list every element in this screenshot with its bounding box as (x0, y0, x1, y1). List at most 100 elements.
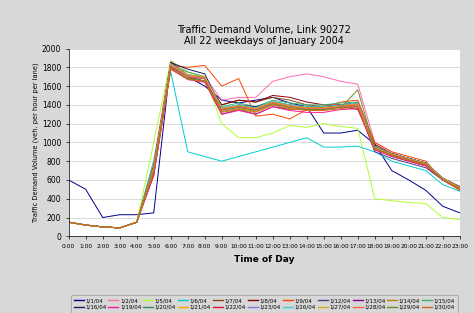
1/9/04 (66, 220, 72, 224)
1/23/04 (423, 162, 428, 166)
1/12/04 (202, 80, 208, 83)
1/20/04 (219, 108, 225, 111)
1/21/04 (423, 162, 428, 165)
1/28/04 (168, 64, 173, 67)
1/16/04 (185, 67, 191, 71)
1/19/04 (406, 159, 411, 163)
1/28/04 (321, 107, 327, 110)
1/29/04 (270, 102, 275, 106)
1/28/04 (236, 105, 242, 109)
1/5/04 (270, 131, 275, 135)
1/7/04 (185, 75, 191, 79)
1/16/04 (168, 61, 173, 64)
1/14/04 (202, 80, 208, 83)
1/6/04 (321, 145, 327, 149)
1/16/04 (338, 103, 344, 107)
1/7/04 (423, 164, 428, 168)
Line: 1/16/04: 1/16/04 (69, 63, 460, 228)
1/20/04 (253, 108, 259, 111)
1/22/04 (100, 225, 106, 229)
1/26/04 (355, 101, 361, 105)
1/28/04 (117, 226, 123, 230)
1/12/04 (134, 220, 139, 224)
1/14/04 (185, 77, 191, 80)
1/13/04 (355, 101, 361, 105)
1/15/04 (168, 64, 173, 67)
Line: 1/20/04: 1/20/04 (69, 65, 460, 228)
1/5/04 (338, 125, 344, 128)
1/30/04 (66, 220, 72, 224)
1/9/04 (304, 108, 310, 111)
1/2/04 (168, 59, 173, 63)
1/12/04 (219, 112, 225, 116)
1/7/04 (355, 108, 361, 111)
1/8/04 (389, 152, 395, 156)
1/21/04 (253, 107, 259, 110)
1/8/04 (168, 61, 173, 64)
1/21/04 (270, 100, 275, 104)
1/15/04 (440, 176, 446, 180)
1/15/04 (117, 226, 123, 230)
1/16/04 (100, 225, 106, 229)
1/26/04 (253, 106, 259, 110)
1/6/04 (457, 189, 463, 193)
1/23/04 (304, 107, 310, 110)
1/21/04 (151, 167, 156, 171)
1/16/04 (236, 103, 242, 107)
1/20/04 (66, 220, 72, 224)
1/29/04 (168, 65, 173, 69)
1/6/04 (253, 150, 259, 154)
1/8/04 (406, 156, 411, 160)
1/13/04 (440, 176, 446, 180)
1/5/04 (202, 75, 208, 79)
1/29/04 (372, 146, 378, 151)
1/5/04 (389, 199, 395, 203)
1/20/04 (355, 103, 361, 107)
1/6/04 (355, 144, 361, 148)
1/2/04 (457, 187, 463, 191)
1/26/04 (321, 105, 327, 109)
1/20/04 (440, 177, 446, 181)
X-axis label: Time of Day: Time of Day (234, 254, 294, 264)
1/22/04 (440, 177, 446, 180)
1/7/04 (236, 98, 242, 102)
Line: 1/22/04: 1/22/04 (69, 64, 460, 228)
1/5/04 (236, 136, 242, 140)
1/27/04 (202, 75, 208, 79)
1/16/04 (202, 72, 208, 76)
1/8/04 (117, 226, 123, 230)
1/9/04 (372, 141, 378, 144)
1/27/04 (168, 63, 173, 66)
1/19/04 (236, 109, 242, 112)
1/7/04 (151, 169, 156, 172)
1/21/04 (134, 220, 139, 224)
1/2/04 (304, 72, 310, 76)
1/19/04 (372, 148, 378, 152)
1/20/04 (321, 107, 327, 110)
1/21/04 (66, 220, 72, 224)
1/14/04 (134, 220, 139, 224)
1/2/04 (440, 178, 446, 182)
1/14/04 (151, 173, 156, 177)
1/2/04 (355, 82, 361, 86)
1/27/04 (338, 104, 344, 108)
1/19/04 (100, 225, 106, 229)
1/1/04 (270, 95, 275, 99)
1/15/04 (270, 98, 275, 102)
1/27/04 (100, 225, 106, 229)
1/30/04 (321, 109, 327, 112)
1/26/04 (219, 106, 225, 110)
1/16/04 (66, 220, 72, 224)
1/2/04 (219, 98, 225, 102)
1/15/04 (83, 223, 89, 227)
1/9/04 (168, 64, 173, 67)
1/22/04 (321, 105, 327, 109)
1/16/04 (83, 223, 89, 227)
1/20/04 (134, 220, 139, 224)
1/15/04 (66, 220, 72, 224)
1/5/04 (185, 70, 191, 74)
1/14/04 (66, 220, 72, 224)
1/23/04 (321, 107, 327, 110)
1/30/04 (389, 154, 395, 157)
1/14/04 (372, 147, 378, 151)
